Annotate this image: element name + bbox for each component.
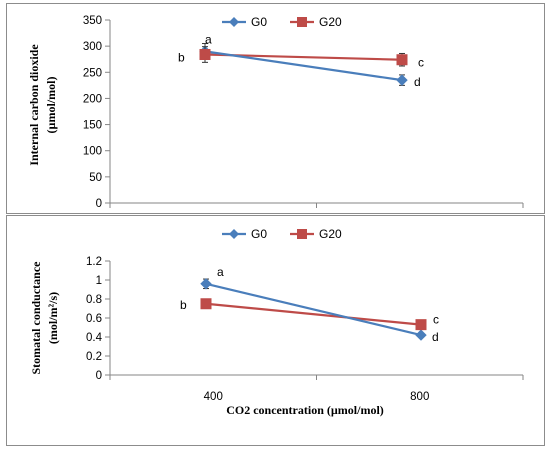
top-axes: 0 50 100 150 200 250 300 350 xyxy=(83,15,524,210)
top-chart: Internal carbon dioxide (µmol/mol) 0 50 10… xyxy=(27,15,524,210)
y-tick-label: 1.2 xyxy=(86,256,102,268)
legend-label-G0: G0 xyxy=(251,15,267,29)
legend-marker-G20 xyxy=(297,229,307,239)
bottom-xlabel: CO2 concentration (µmol/mol) xyxy=(226,403,384,417)
x-tick-label: 400 xyxy=(204,391,223,403)
series-line-G0 xyxy=(204,50,403,82)
bottom-chart: Stomatal conductance (mol/m²/s) 00.20.40… xyxy=(29,227,524,417)
data-point-G20 xyxy=(415,319,427,331)
y-tick-label: 100 xyxy=(83,146,102,158)
data-point-G0 xyxy=(200,278,212,290)
top-panel-frame xyxy=(6,3,545,214)
top-legend: G0 G20 xyxy=(222,15,342,29)
y-tick-label: 0.4 xyxy=(86,332,103,344)
significance-letter: a xyxy=(205,32,212,46)
y-tick-label: 1 xyxy=(96,275,102,287)
bottom-ylabel-line2: (mol/m²/s) xyxy=(46,292,60,344)
y-tick-label: 0.8 xyxy=(86,294,102,306)
legend-label-G20: G20 xyxy=(319,227,342,241)
data-point-G20 xyxy=(199,49,211,61)
y-tick-label: 0 xyxy=(96,198,102,210)
series-line-G20 xyxy=(205,302,422,326)
significance-letter: d xyxy=(414,75,421,89)
data-point-G0 xyxy=(396,74,408,86)
series-line-G0 xyxy=(205,282,422,337)
significance-letter: c xyxy=(433,313,439,327)
legend-marker-G0 xyxy=(229,17,239,27)
significance-letter: c xyxy=(418,56,424,70)
bottom-ylabel-line1: Stomatal conductance xyxy=(29,261,43,375)
y-tick-label: 0 xyxy=(96,370,102,382)
significance-letter: a xyxy=(217,265,224,279)
x-tick-label: 800 xyxy=(410,391,429,403)
bottom-legend: G0 G20 xyxy=(222,227,342,241)
top-series: a d b c xyxy=(178,32,424,89)
bottom-axes: 0 0.2 0.4 0.6 0.8 1 1.2 400 800 xyxy=(86,256,524,403)
bottom-series: a d b c xyxy=(180,265,439,344)
bottom-panel-frame xyxy=(6,215,545,446)
y-tick-label: 250 xyxy=(83,67,102,79)
y-tick-label: 50 xyxy=(89,172,102,184)
legend-label-G0: G0 xyxy=(251,227,267,241)
legend-marker-G20 xyxy=(297,17,307,27)
y-tick-label: 150 xyxy=(83,120,102,132)
y-tick-label: 200 xyxy=(83,93,102,105)
data-point-G20 xyxy=(396,54,408,66)
significance-letter: b xyxy=(180,298,187,312)
legend-label-G20: G20 xyxy=(319,15,342,29)
y-tick-label: 300 xyxy=(83,41,102,53)
y-tick-label: 0.2 xyxy=(86,351,102,363)
y-tick-label: 0.6 xyxy=(86,313,102,325)
top-ylabel-line2: (µmol/mol) xyxy=(44,77,58,134)
data-point-G20 xyxy=(200,298,212,310)
top-ylabel-line1: Internal carbon dioxide xyxy=(27,44,41,166)
significance-letter: b xyxy=(178,51,185,65)
y-tick-label: 350 xyxy=(83,15,102,27)
legend-marker-G0 xyxy=(229,229,239,239)
data-point-G0 xyxy=(415,329,427,341)
significance-letter: d xyxy=(432,330,439,344)
